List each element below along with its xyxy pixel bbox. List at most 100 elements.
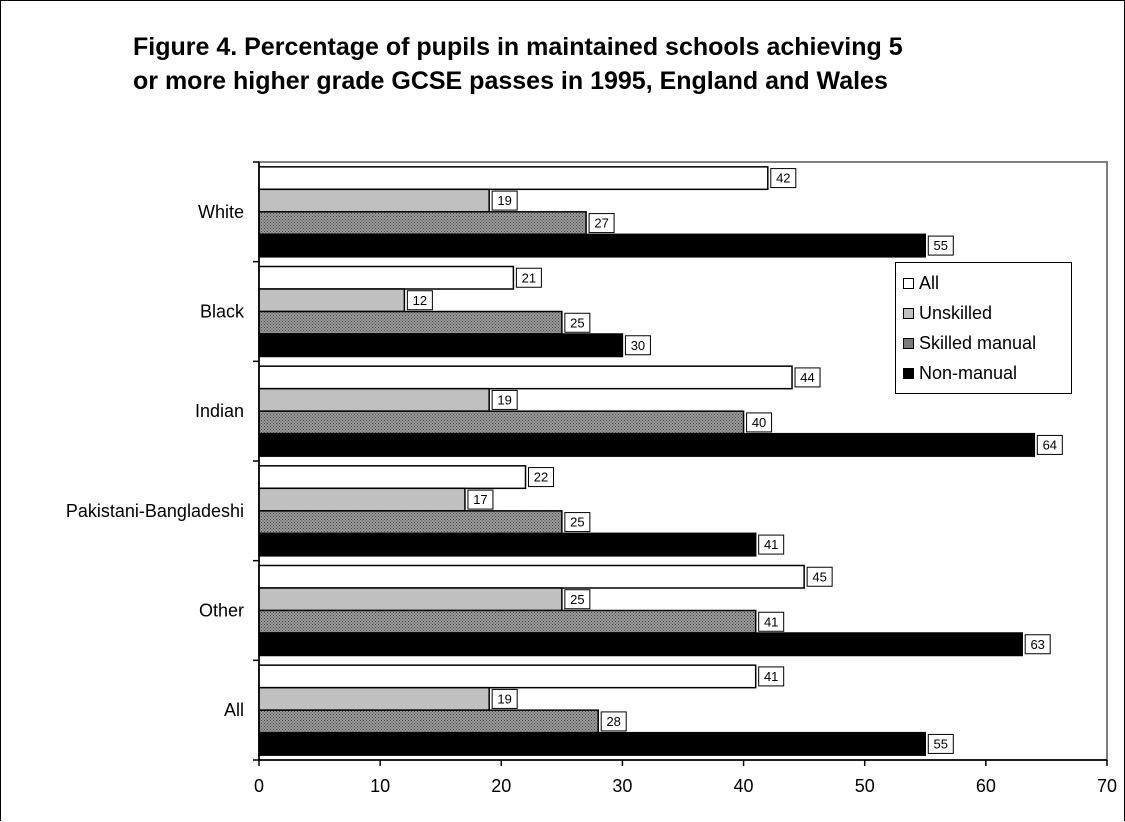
data-label-black-all: 21 xyxy=(522,270,536,285)
data-label-box-indian-non-manual xyxy=(1036,434,1063,455)
data-label-other-non-manual: 63 xyxy=(1030,637,1044,652)
legend-swatch-non-manual xyxy=(903,367,914,379)
data-label-pakistani-bangladeshi-non-manual: 41 xyxy=(764,537,778,552)
legend-label-unskilled: Unskilled xyxy=(919,302,993,323)
legend-item-unskilled: Unskilled xyxy=(896,298,1071,328)
x-tick-label-0: 0 xyxy=(254,776,264,796)
data-label-box-black-skilled-manual xyxy=(564,312,591,333)
data-label-box-other-all xyxy=(806,566,833,587)
category-label-black: Black xyxy=(200,302,245,322)
data-label-other-skilled-manual: 41 xyxy=(764,614,778,629)
bar-pakistani-bangladeshi-non-manual xyxy=(258,532,757,557)
data-label-black-skilled-manual: 25 xyxy=(570,315,584,330)
bar-all-non-manual xyxy=(258,731,927,756)
data-label-box-pakistani-bangladeshi-all xyxy=(528,467,555,488)
data-label-box-all-unskilled xyxy=(491,688,518,709)
bar-all-all xyxy=(258,664,757,689)
data-label-pakistani-bangladeshi-all: 22 xyxy=(534,470,548,485)
data-label-indian-all: 44 xyxy=(800,370,814,385)
data-label-box-black-non-manual xyxy=(624,335,651,356)
data-label-all-skilled-manual: 28 xyxy=(606,714,620,729)
legend-item-non-manual: Non-manual xyxy=(896,358,1071,388)
data-label-box-white-all xyxy=(770,168,797,189)
data-label-white-all: 42 xyxy=(776,171,790,186)
x-tick-label-50: 50 xyxy=(855,776,875,796)
bar-indian-skilled-manual xyxy=(258,410,745,435)
data-label-box-pakistani-bangladeshi-skilled-manual xyxy=(564,512,591,533)
data-label-box-white-non-manual xyxy=(927,235,954,256)
legend-label-all: All xyxy=(919,272,940,293)
x-tick-label-70: 70 xyxy=(1097,776,1117,796)
data-label-box-indian-all xyxy=(794,367,821,388)
legend-label-skilled-manual: Skilled manual xyxy=(919,332,1037,353)
data-label-box-indian-unskilled xyxy=(491,389,518,410)
bar-all-unskilled xyxy=(258,686,490,711)
data-label-white-skilled-manual: 27 xyxy=(594,216,608,231)
data-label-box-black-unskilled xyxy=(406,290,433,311)
bar-other-all xyxy=(258,564,805,589)
bar-all-skilled-manual xyxy=(258,709,599,734)
chart-legend: All Unskilled Skilled manual Non-manual xyxy=(895,262,1072,394)
bar-pakistani-bangladeshi-all xyxy=(258,465,527,490)
data-label-pakistani-bangladeshi-unskilled: 17 xyxy=(473,492,487,507)
x-tick-label-60: 60 xyxy=(976,776,996,796)
data-label-indian-skilled-manual: 40 xyxy=(752,415,766,430)
bar-pakistani-bangladeshi-unskilled xyxy=(258,487,466,512)
data-label-all-non-manual: 55 xyxy=(934,736,948,751)
category-label-white: White xyxy=(198,202,244,222)
bar-indian-non-manual xyxy=(258,432,1036,457)
bar-pakistani-bangladeshi-skilled-manual xyxy=(258,510,563,535)
data-label-white-non-manual: 55 xyxy=(934,238,948,253)
bar-black-all xyxy=(258,265,515,290)
data-label-box-all-all xyxy=(758,666,785,687)
data-label-box-white-unskilled xyxy=(491,190,518,211)
data-label-box-pakistani-bangladeshi-non-manual xyxy=(758,534,785,555)
legend-swatch-skilled-manual xyxy=(903,337,914,349)
category-label-all: All xyxy=(224,700,244,720)
bar-white-unskilled xyxy=(258,188,490,213)
legend-item-skilled-manual: Skilled manual xyxy=(896,328,1071,358)
bar-other-non-manual xyxy=(258,632,1023,657)
legend-swatch-all xyxy=(903,277,914,289)
data-label-box-all-skilled-manual xyxy=(600,711,627,732)
category-label-pakistani-bangladeshi: Pakistani-Bangladeshi xyxy=(66,501,244,521)
data-label-box-indian-skilled-manual xyxy=(746,412,773,433)
data-label-box-pakistani-bangladeshi-unskilled xyxy=(467,489,494,510)
data-label-box-other-non-manual xyxy=(1024,634,1051,655)
chart-title: Figure 4. Percentage of pupils in mainta… xyxy=(133,33,903,95)
data-label-pakistani-bangladeshi-skilled-manual: 25 xyxy=(570,515,584,530)
data-label-box-other-unskilled xyxy=(564,589,591,610)
bar-indian-unskilled xyxy=(258,387,490,412)
data-label-box-all-non-manual xyxy=(927,733,954,754)
bar-white-non-manual xyxy=(258,233,927,258)
data-label-box-other-skilled-manual xyxy=(758,611,785,632)
data-label-all-all: 41 xyxy=(764,669,778,684)
data-label-all-unskilled: 19 xyxy=(497,691,511,706)
x-tick-label-40: 40 xyxy=(734,776,754,796)
data-label-other-unskilled: 25 xyxy=(570,592,584,607)
bar-black-unskilled xyxy=(258,288,406,313)
legend-swatch-unskilled xyxy=(903,307,914,319)
legend-item-all: All xyxy=(896,268,1071,298)
legend-label-non-manual: Non-manual xyxy=(919,362,1018,383)
data-label-other-all: 45 xyxy=(812,569,826,584)
data-label-indian-non-manual: 64 xyxy=(1043,437,1057,452)
data-label-black-unskilled: 12 xyxy=(413,293,427,308)
data-label-box-black-all xyxy=(515,267,542,288)
bar-black-skilled-manual xyxy=(258,310,563,335)
data-label-black-non-manual: 30 xyxy=(631,338,645,353)
x-tick-label-20: 20 xyxy=(491,776,511,796)
bar-other-skilled-manual xyxy=(258,609,757,634)
category-label-indian: Indian xyxy=(195,401,244,421)
x-tick-label-10: 10 xyxy=(370,776,390,796)
bar-other-unskilled xyxy=(258,587,563,612)
x-tick-label-30: 30 xyxy=(612,776,632,796)
data-label-white-unskilled: 19 xyxy=(497,193,511,208)
bar-black-non-manual xyxy=(258,333,624,358)
bar-white-skilled-manual xyxy=(258,211,587,236)
data-label-box-white-skilled-manual xyxy=(588,213,615,234)
data-label-indian-unskilled: 19 xyxy=(497,392,511,407)
bar-white-all xyxy=(258,166,769,191)
bar-indian-all xyxy=(258,365,793,390)
